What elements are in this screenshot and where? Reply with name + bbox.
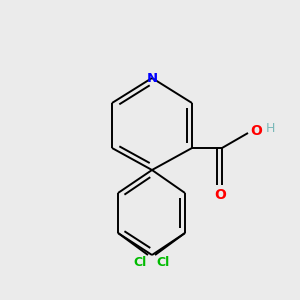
Text: H: H — [265, 122, 275, 136]
Text: Cl: Cl — [134, 256, 147, 269]
Text: O: O — [250, 124, 262, 138]
Text: N: N — [146, 71, 158, 85]
Text: O: O — [214, 188, 226, 202]
Text: Cl: Cl — [156, 256, 170, 269]
